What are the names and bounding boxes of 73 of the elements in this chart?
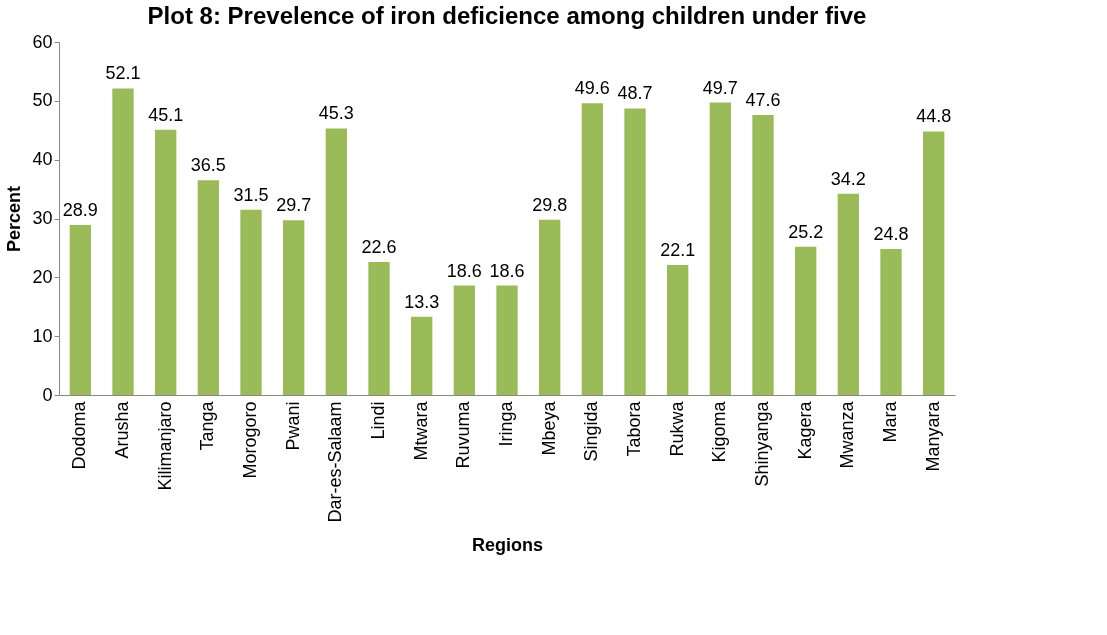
data-label: 49.6 <box>574 78 610 99</box>
data-label: 18.6 <box>489 260 525 281</box>
bar <box>923 131 945 395</box>
y-tick-label: 30 <box>32 208 53 228</box>
data-label: 44.8 <box>916 106 952 127</box>
bar <box>496 285 518 395</box>
data-label: 52.1 <box>105 63 141 84</box>
x-tick-label: Ruvuma <box>453 400 474 469</box>
x-tick-label: Rukwa <box>666 400 687 457</box>
bar <box>539 219 561 395</box>
data-label: 25.2 <box>788 221 824 242</box>
data-label: 22.1 <box>660 239 696 260</box>
bar <box>752 114 774 395</box>
x-tick-label: Kigoma <box>709 400 730 463</box>
x-tick-label: Shinyanga <box>752 400 772 487</box>
x-tick-label: Tanga <box>197 400 218 451</box>
y-tick-label: 60 <box>32 31 53 52</box>
y-tick-label: 0 <box>42 384 53 405</box>
bar <box>325 128 347 395</box>
x-tick-label: Dar-es-Salaam <box>325 401 346 523</box>
x-axis-title: Regions <box>471 534 544 555</box>
x-tick-label: Mara <box>880 400 900 443</box>
bar <box>283 220 305 395</box>
x-tick-label: Kagera <box>794 400 815 460</box>
data-label: 45.1 <box>148 104 184 125</box>
bar <box>411 316 433 395</box>
bar <box>368 262 390 395</box>
bar <box>581 103 603 395</box>
x-tick-label: Kilimanjaro <box>154 401 175 491</box>
data-label: 49.7 <box>702 77 738 98</box>
x-tick-label: Manyara <box>922 400 943 472</box>
x-tick-label: Mbeya <box>538 400 559 456</box>
data-label: 29.8 <box>532 194 568 215</box>
data-label: 48.7 <box>617 83 653 104</box>
x-tick-label: Tabora <box>624 400 644 457</box>
bar <box>624 108 646 395</box>
x-tick-label: Mtwara <box>410 400 431 461</box>
bar <box>880 249 902 395</box>
x-tick-label: Dodoma <box>69 400 90 470</box>
bar <box>837 193 859 395</box>
x-tick-label: Morogoro <box>240 401 260 479</box>
bar <box>240 209 262 395</box>
bar <box>795 246 817 395</box>
bar <box>69 224 91 395</box>
bar <box>453 285 475 395</box>
data-label: 18.6 <box>446 260 482 281</box>
x-tick-label: Mwanza <box>837 400 858 469</box>
y-tick-label: 50 <box>32 90 53 111</box>
bar <box>155 129 177 395</box>
data-label: 47.6 <box>745 89 781 110</box>
data-label: 28.9 <box>62 199 98 220</box>
data-label: 34.2 <box>830 168 866 189</box>
y-axis-title: Percent <box>4 185 25 253</box>
bar <box>112 88 134 395</box>
bar <box>709 102 731 395</box>
data-label: 13.3 <box>404 291 440 312</box>
data-label: 45.3 <box>318 103 354 124</box>
data-label: 31.5 <box>233 184 269 205</box>
data-label: 22.6 <box>361 237 397 258</box>
x-tick-label: Lindi <box>368 401 388 440</box>
x-tick-label: Singida <box>581 400 602 462</box>
x-tick-label: Arusha <box>112 400 132 459</box>
data-label: 36.5 <box>190 155 226 176</box>
chart-title: Plot 8: Prevelence of iron deficience among children under five <box>147 2 867 29</box>
y-tick-label: 40 <box>32 149 53 170</box>
data-label: 29.7 <box>276 195 312 216</box>
bar <box>667 264 689 395</box>
bar <box>197 180 219 395</box>
y-tick-label: 20 <box>32 266 53 287</box>
y-tick-label: 10 <box>32 325 53 346</box>
x-tick-label: Iringa <box>496 400 516 447</box>
data-label: 24.8 <box>873 224 909 245</box>
x-tick-label: Pwani <box>282 401 303 451</box>
